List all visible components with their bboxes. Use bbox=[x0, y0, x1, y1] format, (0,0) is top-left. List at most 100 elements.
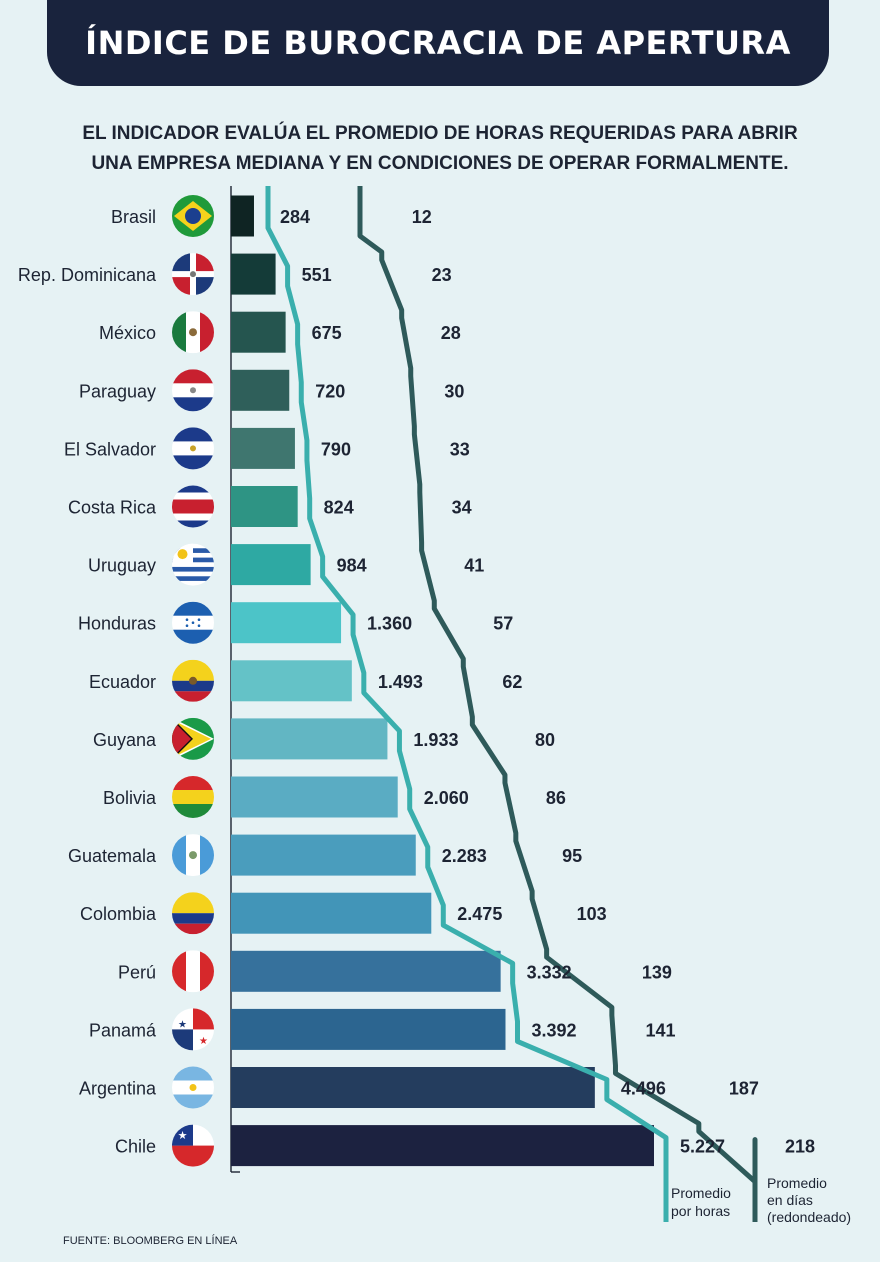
bar-guatemala bbox=[231, 834, 416, 876]
category-label-el-salvador: El Salvador bbox=[64, 439, 156, 459]
hours-label-ecuador: 1.493 bbox=[378, 672, 423, 692]
days-label-bolivia: 86 bbox=[546, 788, 566, 808]
hours-label-argentina: 4.496 bbox=[621, 1079, 666, 1099]
category-label-peru: Perú bbox=[118, 962, 156, 982]
bar-el-salvador bbox=[231, 427, 295, 469]
category-label-bolivia: Bolivia bbox=[103, 788, 157, 808]
category-label-mexico: México bbox=[99, 323, 156, 343]
hours-label-mexico: 675 bbox=[312, 323, 342, 343]
flag-costa-rica-icon bbox=[172, 485, 214, 528]
flag-honduras-icon bbox=[172, 601, 214, 644]
bar-argentina bbox=[231, 1067, 595, 1108]
flag-bolivia-icon bbox=[172, 776, 214, 818]
page-title: ÍNDICE DE BUROCRACIA DE APERTURA bbox=[85, 24, 791, 62]
category-label-honduras: Honduras bbox=[78, 614, 156, 634]
bar-chile bbox=[231, 1125, 654, 1167]
flag-guatemala-icon bbox=[172, 834, 214, 877]
days-label-honduras: 57 bbox=[493, 614, 513, 634]
bar-uruguay bbox=[231, 544, 311, 586]
bar-brasil bbox=[231, 195, 254, 237]
hours-label-peru: 3.332 bbox=[527, 962, 572, 982]
subtitle-line-1: EL INDICADOR EVALÚA EL PROMEDIO DE HORAS… bbox=[82, 123, 798, 144]
hours-label-chile: 5.227 bbox=[680, 1137, 725, 1157]
days-label-el-salvador: 33 bbox=[450, 439, 470, 459]
svg-text:★: ★ bbox=[178, 1130, 188, 1142]
hours-label-honduras: 1.360 bbox=[367, 614, 412, 634]
days-label-guatemala: 95 bbox=[562, 846, 582, 866]
legend-days-line2: en días bbox=[767, 1192, 813, 1208]
hours-label-paraguay: 720 bbox=[315, 381, 345, 401]
days-line bbox=[357, 186, 758, 1222]
legend-days-line1: Promedio bbox=[767, 1175, 827, 1191]
bar-costa-rica bbox=[231, 486, 298, 527]
legend-hours-line1: Promedio bbox=[671, 1185, 731, 1201]
flag-paraguay-icon bbox=[172, 369, 214, 412]
hours-label-panama: 3.392 bbox=[532, 1020, 577, 1040]
svg-text:★: ★ bbox=[199, 1036, 208, 1047]
days-label-panama: 141 bbox=[645, 1020, 675, 1040]
category-label-ecuador: Ecuador bbox=[89, 672, 156, 692]
subtitle: EL INDICADOR EVALÚA EL PROMEDIO DE HORAS… bbox=[0, 119, 880, 179]
legend-days-line3: (redondeado) bbox=[767, 1209, 851, 1225]
title-banner: ÍNDICE DE BUROCRACIA DE APERTURA bbox=[47, 0, 829, 86]
category-label-panama: Panamá bbox=[89, 1020, 157, 1040]
days-label-peru: 139 bbox=[642, 962, 672, 982]
bar-colombia bbox=[231, 892, 432, 934]
subtitle-line-2: UNA EMPRESA MEDIANA Y EN CONDICIONES DE … bbox=[91, 153, 789, 174]
flag-chile-icon: ★ bbox=[172, 1124, 214, 1167]
category-label-colombia: Colombia bbox=[80, 904, 157, 924]
days-label-colombia: 103 bbox=[577, 904, 607, 924]
category-label-guatemala: Guatemala bbox=[68, 846, 157, 866]
category-label-costa-rica: Costa Rica bbox=[68, 498, 157, 518]
hours-label-bolivia: 2.060 bbox=[424, 788, 469, 808]
source-note: FUENTE: BLOOMBERG EN LÍNEA bbox=[63, 1235, 238, 1247]
days-label-paraguay: 30 bbox=[444, 381, 464, 401]
days-label-ecuador: 62 bbox=[502, 672, 522, 692]
hours-label-guyana: 1.933 bbox=[413, 730, 458, 750]
bar-panama bbox=[231, 1008, 506, 1050]
bar-honduras bbox=[231, 602, 342, 644]
category-label-uruguay: Uruguay bbox=[88, 556, 156, 576]
category-label-chile: Chile bbox=[115, 1137, 156, 1157]
category-label-rep-dominicana: Rep. Dominicana bbox=[18, 265, 157, 285]
legend-hours-line2: por horas bbox=[671, 1203, 730, 1219]
hours-label-brasil: 284 bbox=[280, 207, 310, 227]
bar-peru bbox=[231, 950, 501, 992]
bar-rep-dominicana bbox=[231, 253, 276, 295]
hours-label-costa-rica: 824 bbox=[324, 498, 354, 518]
category-label-paraguay: Paraguay bbox=[79, 381, 156, 401]
days-label-guyana: 80 bbox=[535, 730, 555, 750]
days-label-rep-dominicana: 23 bbox=[432, 265, 452, 285]
hours-line bbox=[265, 186, 669, 1222]
flag-guyana-icon bbox=[172, 717, 214, 760]
flag-rep-dominicana-icon bbox=[172, 253, 214, 296]
days-label-uruguay: 41 bbox=[464, 556, 484, 576]
svg-text:★: ★ bbox=[178, 1019, 187, 1030]
bar-ecuador bbox=[231, 660, 352, 702]
hours-label-guatemala: 2.283 bbox=[442, 846, 487, 866]
flag-mexico-icon bbox=[172, 311, 214, 354]
category-label-guyana: Guyana bbox=[93, 730, 157, 750]
hours-label-uruguay: 984 bbox=[337, 556, 367, 576]
flag-argentina-icon bbox=[172, 1066, 214, 1109]
bar-mexico bbox=[231, 311, 286, 353]
flag-el-salvador-icon bbox=[172, 427, 214, 470]
days-label-chile: 218 bbox=[785, 1137, 815, 1157]
bar-guyana bbox=[231, 718, 388, 760]
flag-brasil-icon bbox=[172, 195, 214, 237]
days-label-argentina: 187 bbox=[729, 1079, 759, 1099]
days-label-costa-rica: 34 bbox=[452, 498, 472, 518]
category-label-brasil: Brasil bbox=[111, 207, 156, 227]
flag-uruguay-icon bbox=[172, 543, 214, 586]
flag-peru-icon bbox=[172, 950, 214, 993]
days-label-mexico: 28 bbox=[441, 323, 461, 343]
bar-paraguay bbox=[231, 369, 290, 411]
flag-ecuador-icon bbox=[172, 659, 214, 702]
days-label-brasil: 12 bbox=[412, 207, 432, 227]
hours-label-el-salvador: 790 bbox=[321, 439, 351, 459]
hours-label-colombia: 2.475 bbox=[457, 904, 502, 924]
bar-bolivia bbox=[231, 776, 398, 818]
flag-panama-icon: ★★ bbox=[172, 1008, 214, 1051]
hours-label-rep-dominicana: 551 bbox=[302, 265, 332, 285]
